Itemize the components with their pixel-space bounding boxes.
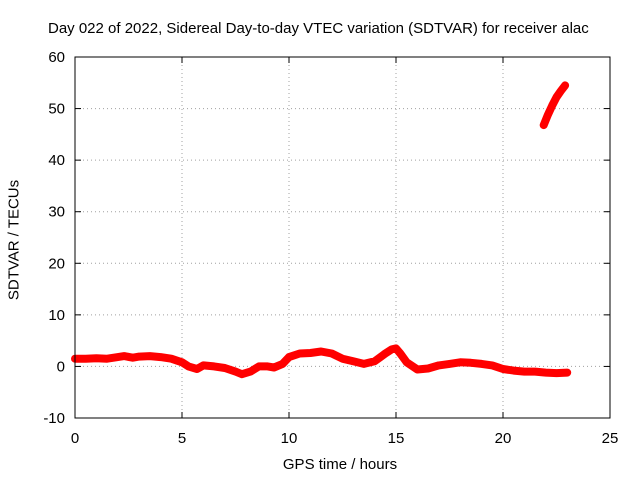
data-point [328, 350, 336, 357]
data-point [499, 365, 507, 373]
data-point [544, 111, 552, 119]
data-point [360, 360, 368, 368]
data-point [563, 369, 571, 377]
data-point [561, 81, 569, 89]
data-point [435, 361, 443, 369]
data-point [120, 352, 128, 360]
data-point [403, 358, 411, 366]
y-axis-label: SDTVAR / TECUs [5, 179, 23, 301]
x-tick-label: 15 [388, 430, 405, 447]
y-tick-label: 0 [57, 358, 65, 375]
data-point [82, 355, 90, 363]
data-point [446, 360, 453, 368]
y-tick-label: 10 [48, 307, 65, 324]
data-point [540, 121, 548, 129]
data-point [339, 355, 346, 363]
y-tick-label: 30 [48, 204, 65, 221]
series-layer [71, 81, 572, 379]
data-point [270, 364, 278, 371]
y-tick-label: 60 [48, 49, 65, 66]
data-point [413, 366, 421, 373]
data-point [92, 354, 100, 362]
data-point [478, 360, 486, 368]
x-axis-label: GPS time / hours [282, 456, 398, 473]
data-point [317, 348, 325, 355]
data-point [285, 353, 293, 361]
data-point [221, 364, 229, 372]
data-point [167, 355, 175, 363]
plot-frame [74, 56, 611, 419]
data-point [396, 350, 404, 357]
data-point [114, 353, 122, 361]
x-tick-label: 0 [71, 430, 79, 447]
tick-layer: 0 5 10 15 20 25 -10 0 10 20 30 40 50 60 [43, 49, 618, 447]
data-point [178, 358, 186, 366]
data-point [467, 359, 475, 367]
data-point [371, 357, 379, 365]
y-tick-label: 20 [48, 255, 65, 272]
data-point [255, 362, 263, 370]
x-tick-label: 20 [495, 430, 512, 447]
data-point [510, 367, 518, 375]
data-point [232, 368, 239, 376]
data-point [381, 350, 389, 357]
y-tick-label: 40 [48, 152, 65, 169]
chart-title: Day 022 of 2022, Sidereal Day-to-day VTE… [48, 20, 589, 37]
grid [75, 57, 610, 418]
data-point [135, 353, 143, 361]
data-point [247, 368, 254, 376]
data-point [548, 102, 556, 109]
data-point [349, 357, 357, 365]
data-point [279, 360, 287, 368]
data-point [553, 369, 560, 377]
data-point [264, 362, 272, 370]
data-point [520, 368, 528, 376]
data-point [456, 358, 464, 366]
data-point [553, 93, 560, 101]
data-point [306, 349, 314, 357]
data-point [146, 352, 154, 360]
data-point [542, 369, 550, 377]
x-tick-label: 10 [281, 430, 298, 447]
data-point [488, 361, 496, 369]
data-point [238, 370, 246, 378]
data-point [424, 365, 432, 372]
y-tick-label: 50 [48, 101, 65, 118]
data-point [157, 353, 165, 361]
data-point [193, 365, 201, 373]
data-point [296, 350, 304, 357]
data-point [392, 344, 400, 352]
data-point [210, 362, 218, 370]
data-point [557, 87, 565, 95]
data-point [199, 361, 207, 369]
y-tick-label: -10 [43, 410, 65, 427]
data-point [103, 355, 111, 363]
x-tick-label: 5 [178, 430, 186, 447]
data-point [129, 354, 137, 362]
data-point [531, 368, 539, 376]
data-point [184, 362, 192, 370]
x-tick-label: 25 [602, 430, 619, 447]
